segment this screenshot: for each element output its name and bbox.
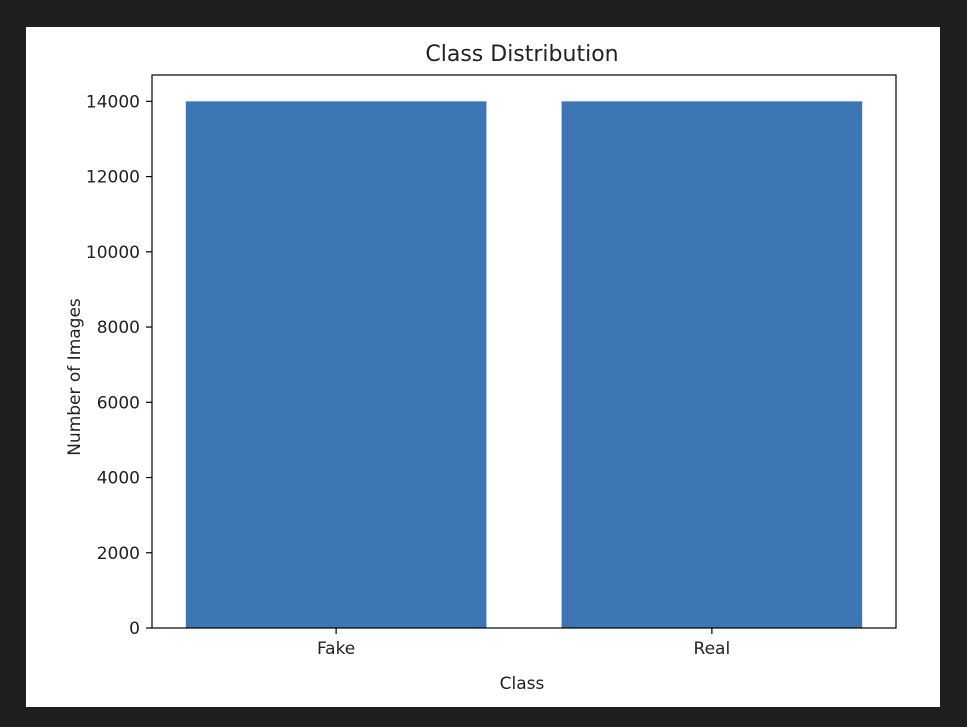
figure-panel: Class Distribution Class Number of Image… [26, 27, 940, 707]
bar-fake [185, 101, 487, 629]
y-tick-label: 14000 [86, 92, 140, 112]
y-tick-label: 0 [129, 619, 140, 639]
y-axis: 0 2000 4000 6000 8000 10000 12000 14000 [86, 92, 152, 639]
x-axis-label: Class [500, 674, 545, 694]
y-tick-label: 6000 [97, 393, 140, 413]
chart-title: Class Distribution [425, 42, 618, 67]
x-tick-label: Fake [317, 639, 355, 659]
y-axis-label: Number of Images [65, 298, 85, 456]
x-axis: Fake Real [317, 628, 730, 659]
bar-chart: Class Distribution Class Number of Image… [65, 42, 897, 694]
bar-real [561, 101, 863, 629]
y-tick-label: 8000 [97, 318, 140, 338]
plot-frame [151, 74, 897, 629]
y-tick-label: 2000 [97, 544, 140, 564]
x-tick-label: Real [694, 639, 731, 659]
y-tick-label: 10000 [86, 243, 140, 263]
y-tick-label: 4000 [97, 469, 140, 489]
bars-layer [185, 101, 863, 629]
y-tick-label: 12000 [86, 168, 140, 188]
